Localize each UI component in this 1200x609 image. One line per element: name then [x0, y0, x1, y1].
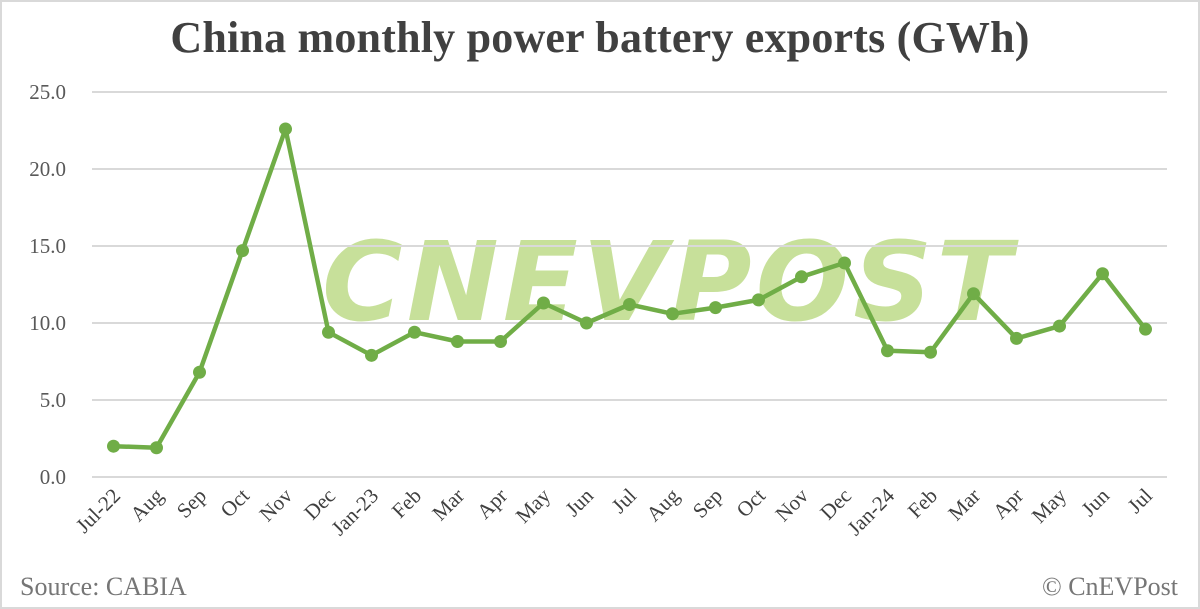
data-point-marker — [408, 325, 421, 339]
data-point-marker — [580, 316, 593, 330]
x-tick-label: Sep — [688, 484, 727, 523]
data-point-marker — [881, 344, 894, 358]
x-tick-label: Aug — [641, 483, 684, 526]
x-tick-label: Oct — [732, 483, 771, 522]
y-tick-label: 5.0 — [40, 388, 66, 412]
data-point-marker — [967, 287, 980, 301]
x-tick-label: Jul — [1123, 483, 1157, 517]
x-tick-label: Apr — [988, 484, 1028, 524]
data-point-marker — [451, 334, 464, 348]
x-tick-label: Mar — [427, 484, 469, 526]
data-point-marker — [150, 441, 163, 455]
y-tick-label: 15.0 — [29, 234, 66, 258]
x-tick-label: Jul — [607, 483, 641, 517]
data-point-marker — [1010, 331, 1023, 345]
source-label: Source: CABIA — [20, 572, 187, 601]
x-tick-label: Nov — [254, 483, 297, 526]
data-point-marker — [365, 348, 378, 362]
x-tick-label: Jan-23 — [326, 484, 383, 541]
x-tick-label: May — [1027, 483, 1072, 528]
gridlines — [92, 91, 1167, 478]
y-tick-label: 0.0 — [40, 465, 66, 489]
credit-label: © CnEVPost — [1041, 572, 1178, 601]
data-point-marker — [1139, 322, 1152, 336]
x-tick-label: Feb — [903, 484, 942, 523]
watermark: CNEVPOST — [322, 218, 1019, 346]
watermark-text: CNEVPOST — [322, 218, 1019, 346]
y-tick-label: 10.0 — [29, 311, 66, 335]
data-point-marker — [537, 296, 550, 310]
y-axis-labels: 0.0 5.0 10.0 15.0 20.0 25.0 — [29, 80, 66, 489]
y-tick-label: 25.0 — [29, 80, 66, 104]
x-tick-label: Jul-22 — [71, 484, 125, 538]
x-tick-label: Mar — [943, 484, 985, 526]
data-point-marker — [494, 334, 507, 348]
y-tick-label: 20.0 — [29, 157, 66, 181]
x-tick-label: Oct — [216, 483, 255, 522]
data-point-marker — [236, 244, 249, 258]
data-point-marker — [1053, 319, 1066, 333]
data-series — [107, 122, 1152, 455]
x-tick-label: Aug — [125, 483, 168, 526]
x-tick-label: Apr — [472, 484, 512, 524]
data-point-marker — [1096, 267, 1109, 281]
data-point-marker — [107, 439, 120, 453]
chart-title: China monthly power battery exports (GWh… — [170, 13, 1030, 62]
x-tick-label: May — [511, 483, 556, 528]
data-point-marker — [279, 122, 292, 136]
x-tick-label: Jan-24 — [842, 483, 899, 540]
data-point-marker — [623, 298, 636, 312]
data-point-marker — [322, 325, 335, 339]
x-tick-label: Nov — [770, 483, 813, 526]
data-point-marker — [924, 345, 937, 359]
data-point-marker — [709, 301, 722, 315]
x-tick-label: Sep — [172, 484, 211, 523]
data-point-marker — [666, 307, 679, 321]
data-point-marker — [193, 365, 206, 379]
data-point-marker — [838, 256, 851, 270]
x-tick-label: Jun — [560, 483, 598, 521]
data-point-marker — [795, 270, 808, 284]
x-tick-label: Feb — [387, 484, 426, 523]
data-point-marker — [752, 293, 765, 307]
x-tick-label: Jun — [1076, 483, 1114, 521]
